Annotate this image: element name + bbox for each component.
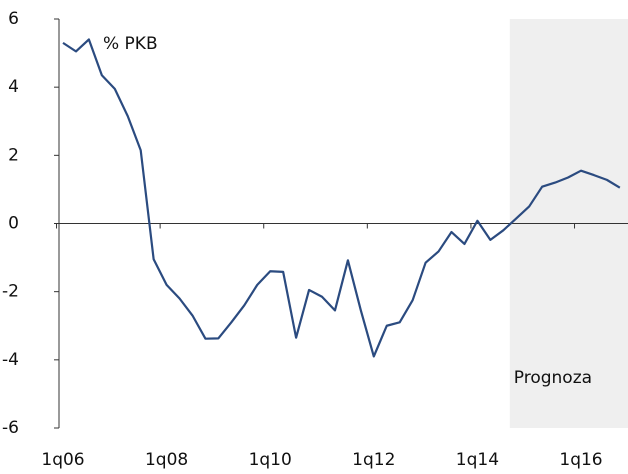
- y-tick-label: -2: [2, 282, 19, 302]
- y-tick-label: 4: [8, 77, 19, 97]
- y-tick-label: -6: [2, 418, 19, 438]
- x-tick-label: 1q08: [145, 450, 188, 470]
- y-tick-label: 6: [8, 9, 19, 29]
- x-tick-label: 1q16: [559, 450, 602, 470]
- x-tick-label: 1q12: [352, 450, 395, 470]
- line-series: [62, 38, 621, 358]
- y-tick-label: -4: [2, 350, 19, 370]
- forecast-label: Prognoza: [514, 368, 592, 388]
- x-tick-label: 1q14: [456, 450, 499, 470]
- y-axis-label: % PKB: [103, 34, 158, 54]
- y-tick-label: 0: [8, 214, 19, 234]
- x-tick-label: 1q06: [41, 450, 84, 470]
- x-tick-label: 1q10: [249, 450, 292, 470]
- y-tick-label: 2: [8, 145, 19, 165]
